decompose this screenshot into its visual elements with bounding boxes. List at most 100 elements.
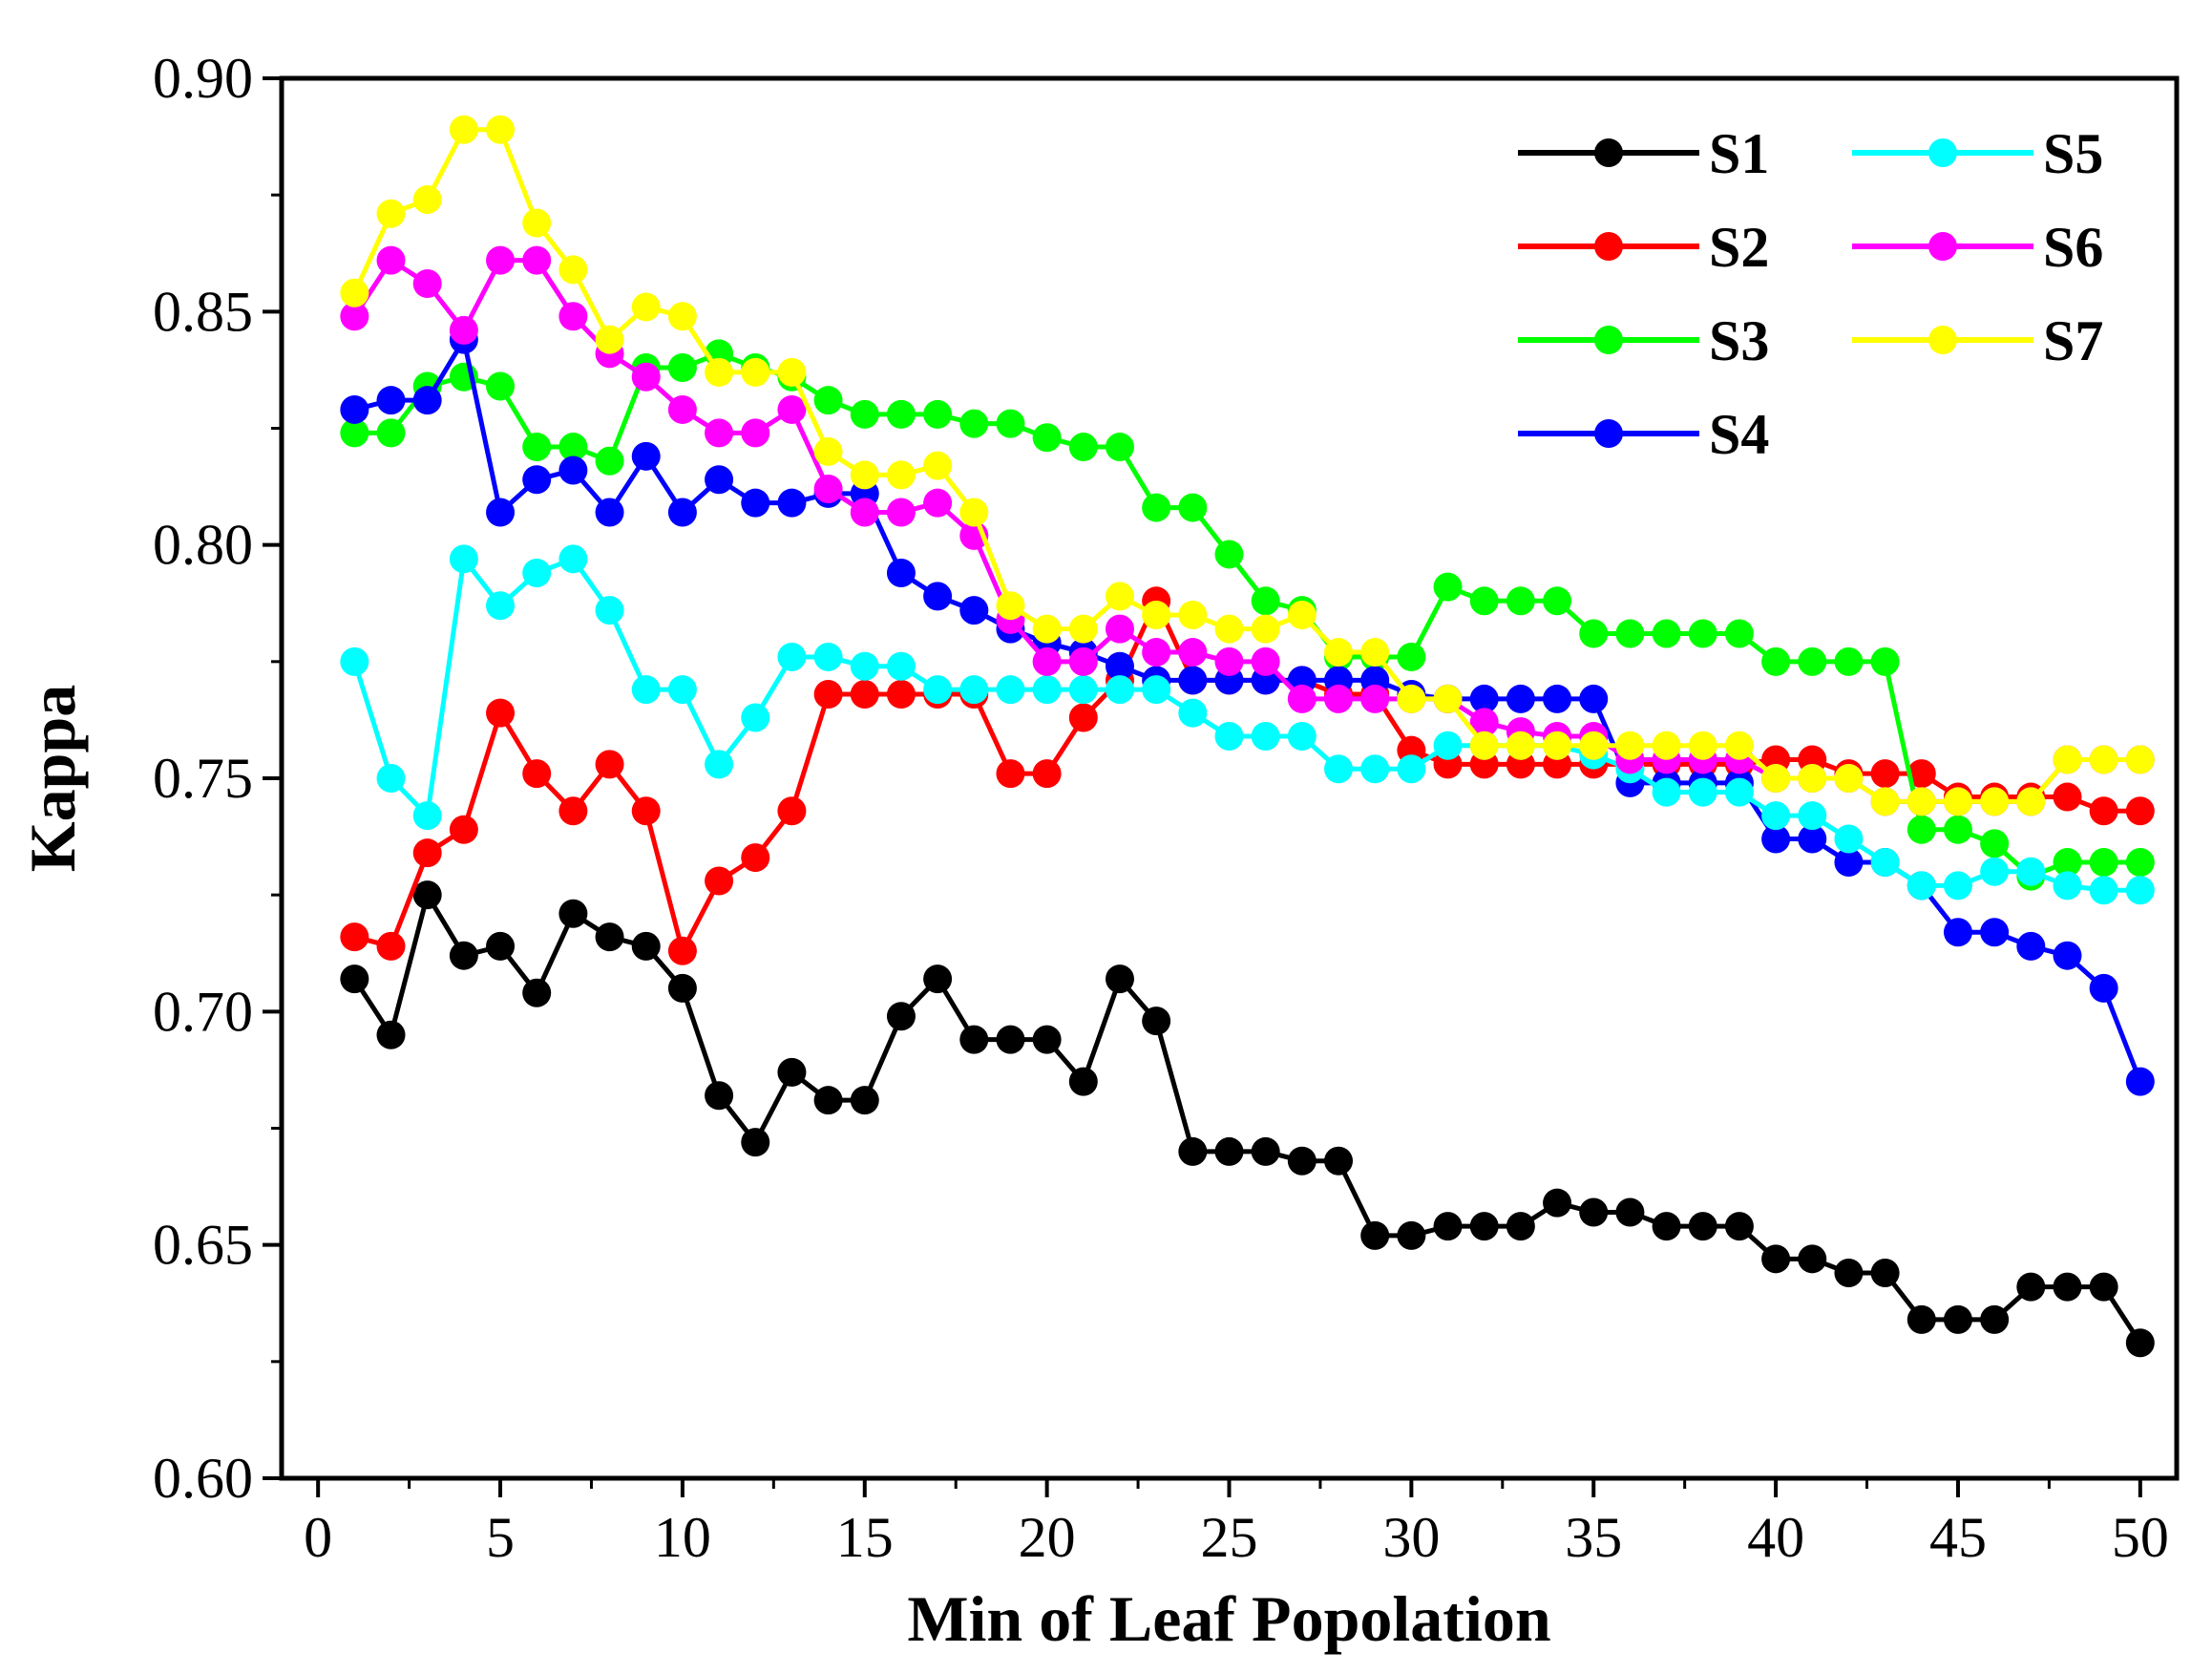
data-point-s7 [667, 302, 697, 331]
data-point-s1 [1724, 1212, 1754, 1241]
data-point-s7 [1506, 731, 1535, 760]
data-point-s3 [2125, 847, 2155, 877]
data-point-s3 [1870, 646, 1900, 676]
data-point-s7 [595, 325, 624, 354]
data-point-s1 [886, 1002, 916, 1031]
data-point-s2 [376, 931, 406, 961]
data-point-s2 [1068, 703, 1098, 732]
data-point-s5 [1251, 722, 1280, 752]
data-point-s7 [777, 357, 807, 387]
y-tick-label: 0.75 [153, 747, 253, 810]
data-point-s2 [667, 936, 697, 965]
data-point-s2 [1032, 759, 1062, 789]
legend: S1 S2 S3 S4 S5 S6 S7 [1518, 122, 2103, 466]
data-point-s4 [2016, 931, 2046, 961]
data-point-s2 [631, 796, 661, 826]
data-point-s5 [631, 675, 661, 705]
data-point-s1 [595, 922, 624, 952]
x-tick-label: 30 [1382, 1506, 1440, 1569]
data-point-s7 [449, 115, 478, 144]
data-point-s2 [705, 866, 734, 896]
data-point-s4 [631, 441, 661, 471]
legend-item-s6: S6 [1852, 216, 2103, 279]
y-axis-title: Kappa [16, 685, 89, 873]
y-tick-label: 0.85 [153, 280, 253, 343]
data-point-s7 [1324, 638, 1354, 667]
data-point-s5 [2089, 876, 2118, 905]
data-point-s1 [1105, 964, 1134, 994]
data-point-s6 [741, 418, 770, 448]
data-point-s1 [1980, 1304, 2010, 1334]
data-point-s7 [1543, 731, 1572, 760]
data-point-s3 [1724, 619, 1754, 648]
data-point-s1 [1834, 1258, 1864, 1287]
x-tick-label: 50 [2112, 1506, 2169, 1569]
data-point-s4 [923, 582, 953, 611]
legend-swatch-marker [1928, 138, 1957, 167]
data-point-s3 [1214, 540, 1244, 569]
data-point-s6 [340, 302, 369, 331]
data-point-s6 [923, 488, 953, 518]
data-point-s6 [631, 362, 661, 392]
data-point-s6 [486, 245, 516, 275]
data-point-s6 [1178, 638, 1208, 667]
data-point-s1 [2016, 1272, 2046, 1302]
data-point-s5 [1652, 777, 1681, 807]
y-axis-ticks: 0.60 0.65 0.70 0.75 0.80 0.85 0.90 [153, 47, 282, 1510]
data-point-s3 [558, 433, 588, 462]
series-s7 [340, 115, 2155, 816]
data-point-s1 [2125, 1328, 2155, 1358]
data-point-s3 [1397, 642, 1426, 671]
data-point-s6 [850, 498, 879, 527]
legend-item-s2: S2 [1518, 216, 1769, 279]
data-point-s7 [1761, 764, 1791, 793]
data-point-s2 [741, 843, 770, 873]
data-point-s5 [2016, 857, 2046, 886]
data-point-s1 [1251, 1136, 1280, 1166]
data-point-s3 [1032, 423, 1062, 453]
data-point-s7 [1688, 731, 1717, 760]
data-point-s4 [2089, 973, 2118, 1003]
data-point-s1 [741, 1128, 770, 1157]
legend-swatch-marker [1594, 232, 1623, 261]
data-point-s6 [1214, 646, 1244, 676]
data-point-s5 [1360, 754, 1390, 784]
data-point-s5 [1287, 722, 1317, 752]
data-point-s7 [1032, 614, 1062, 644]
data-point-s5 [522, 558, 552, 587]
data-point-s5 [449, 544, 478, 574]
x-tick-label: 40 [1747, 1506, 1804, 1569]
data-point-s6 [376, 245, 406, 275]
data-point-s7 [412, 185, 442, 215]
data-point-s7 [1142, 600, 1171, 629]
data-point-s5 [1397, 754, 1426, 784]
data-point-s7 [1943, 787, 1972, 816]
legend-label: S6 [2043, 216, 2103, 279]
data-point-s3 [1798, 646, 1827, 676]
data-point-s3 [1142, 493, 1171, 522]
data-point-s6 [1068, 646, 1098, 676]
data-point-s7 [631, 292, 661, 322]
series-layer [340, 115, 2155, 1358]
data-point-s7 [813, 436, 843, 466]
data-point-s7 [850, 460, 879, 490]
data-point-s2 [340, 922, 369, 952]
data-point-s1 [705, 1081, 734, 1111]
data-point-s5 [923, 675, 953, 705]
data-point-s5 [1907, 871, 1936, 901]
data-point-s7 [923, 451, 953, 480]
data-point-s4 [340, 394, 369, 424]
data-point-s1 [376, 1020, 406, 1049]
legend-swatch-marker [1594, 419, 1623, 448]
data-point-s1 [1142, 1007, 1171, 1036]
data-point-s4 [1798, 824, 1827, 854]
data-point-s5 [376, 764, 406, 793]
legend-swatch-marker [1594, 326, 1623, 354]
data-point-s3 [376, 418, 406, 448]
data-point-s1 [1652, 1212, 1681, 1241]
data-point-s3 [2089, 847, 2118, 877]
data-point-s4 [522, 465, 552, 495]
data-point-s5 [2053, 871, 2082, 901]
data-point-s3 [595, 446, 624, 476]
